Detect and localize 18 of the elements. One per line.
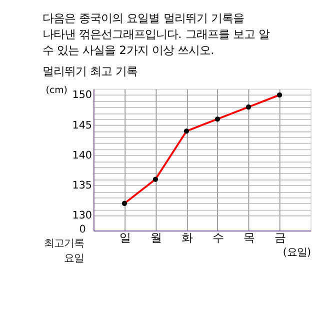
y-tick-label: 130 (72, 210, 92, 222)
text: 0 (79, 223, 86, 236)
x-tick-label: 목 (244, 230, 254, 244)
chart-title: 다음은 종국이의 요일별 멀리뛰기 기록을 나타낸 꺾은선그래프입니다. 그래프를 보고 알 수 있는 사실을 2가지 이상 쓰시오. (42, 10, 270, 57)
x-tick-label: 화 (181, 230, 192, 244)
x-tick-label: 일 (119, 230, 130, 244)
y-tick-label: 140 (72, 149, 92, 162)
y-tick-label: 150 (72, 89, 92, 102)
x-tick-label: 월 (150, 230, 162, 244)
x-tick-label: 수 (212, 230, 224, 244)
chart-subtitle: 멀리뛰기 최고 기록 (42, 64, 138, 78)
text: 최고기록 (44, 238, 84, 250)
y-tick-label: 145 (72, 119, 92, 132)
text: 요일 (64, 252, 84, 265)
x-tick-label: 금 (274, 230, 286, 244)
y-tick-label: 135 (72, 180, 92, 192)
x-axis-title: (요일) (282, 246, 312, 259)
y-axis-title: (cm) (46, 85, 68, 96)
